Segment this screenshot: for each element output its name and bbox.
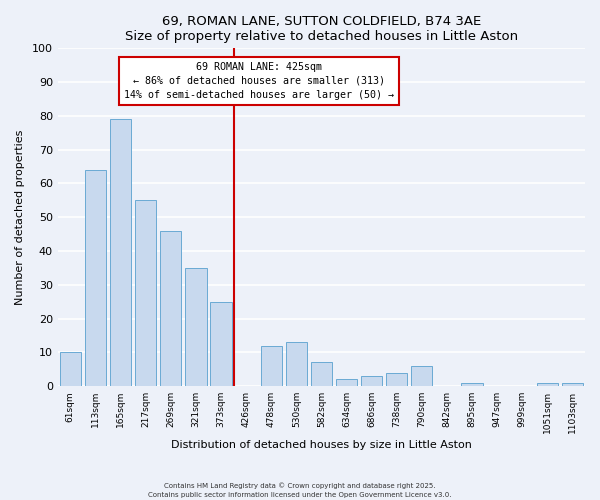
Bar <box>311 362 332 386</box>
Bar <box>411 366 433 386</box>
Y-axis label: Number of detached properties: Number of detached properties <box>15 130 25 305</box>
Title: 69, ROMAN LANE, SUTTON COLDFIELD, B74 3AE
Size of property relative to detached : 69, ROMAN LANE, SUTTON COLDFIELD, B74 3A… <box>125 15 518 43</box>
Bar <box>562 382 583 386</box>
Bar <box>260 346 282 386</box>
Bar <box>211 302 232 386</box>
Text: Contains HM Land Registry data © Crown copyright and database right 2025.
Contai: Contains HM Land Registry data © Crown c… <box>148 482 452 498</box>
Bar <box>386 372 407 386</box>
Bar <box>160 230 181 386</box>
Bar <box>185 268 206 386</box>
Bar <box>536 382 558 386</box>
Bar <box>461 382 482 386</box>
Bar <box>135 200 157 386</box>
Bar <box>336 380 357 386</box>
Text: 69 ROMAN LANE: 425sqm
← 86% of detached houses are smaller (313)
14% of semi-det: 69 ROMAN LANE: 425sqm ← 86% of detached … <box>124 62 394 100</box>
Bar <box>286 342 307 386</box>
Bar <box>110 120 131 386</box>
Bar <box>361 376 382 386</box>
Bar <box>85 170 106 386</box>
X-axis label: Distribution of detached houses by size in Little Aston: Distribution of detached houses by size … <box>171 440 472 450</box>
Bar <box>59 352 81 386</box>
